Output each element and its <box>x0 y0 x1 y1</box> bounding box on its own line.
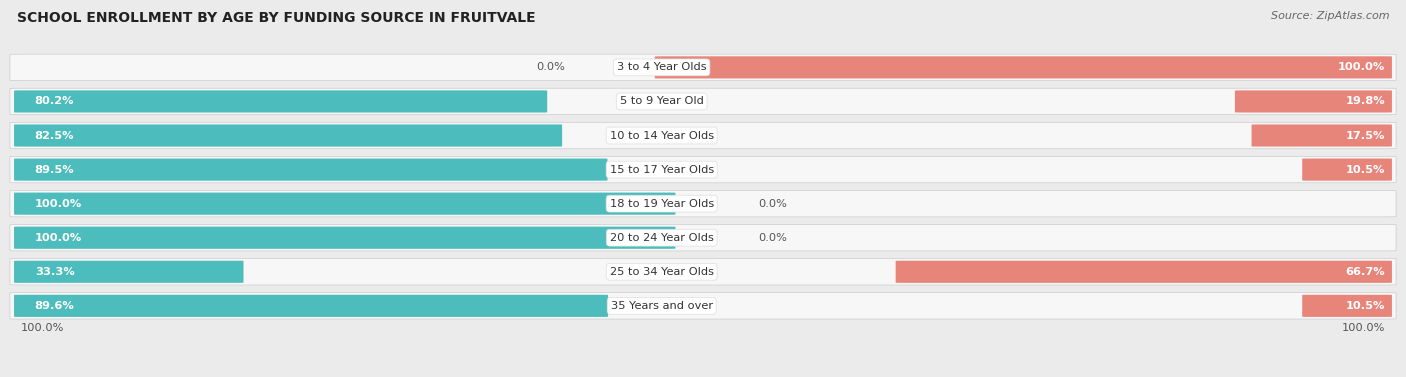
Text: 18 to 19 Year Olds: 18 to 19 Year Olds <box>610 199 714 208</box>
FancyBboxPatch shape <box>14 261 243 283</box>
FancyBboxPatch shape <box>14 158 607 181</box>
Text: 10.5%: 10.5% <box>1346 165 1385 175</box>
Text: 0.0%: 0.0% <box>758 233 787 243</box>
FancyBboxPatch shape <box>14 90 547 112</box>
FancyBboxPatch shape <box>10 293 1396 319</box>
Text: Source: ZipAtlas.com: Source: ZipAtlas.com <box>1271 11 1389 21</box>
Text: 89.5%: 89.5% <box>35 165 75 175</box>
Text: 20 to 24 Year Olds: 20 to 24 Year Olds <box>610 233 714 243</box>
FancyBboxPatch shape <box>896 261 1392 283</box>
Text: 15 to 17 Year Olds: 15 to 17 Year Olds <box>610 165 714 175</box>
Text: 80.2%: 80.2% <box>35 97 75 106</box>
FancyBboxPatch shape <box>10 190 1396 217</box>
FancyBboxPatch shape <box>1302 295 1392 317</box>
Text: 0.0%: 0.0% <box>758 199 787 208</box>
Text: 10.5%: 10.5% <box>1346 301 1385 311</box>
Text: 5 to 9 Year Old: 5 to 9 Year Old <box>620 97 703 106</box>
Text: 35 Years and over: 35 Years and over <box>610 301 713 311</box>
FancyBboxPatch shape <box>10 259 1396 285</box>
FancyBboxPatch shape <box>10 122 1396 149</box>
FancyBboxPatch shape <box>10 88 1396 115</box>
Text: 100.0%: 100.0% <box>21 323 65 333</box>
FancyBboxPatch shape <box>14 295 607 317</box>
Text: 0.0%: 0.0% <box>536 62 565 72</box>
FancyBboxPatch shape <box>10 54 1396 81</box>
FancyBboxPatch shape <box>10 156 1396 183</box>
Text: 89.6%: 89.6% <box>35 301 75 311</box>
FancyBboxPatch shape <box>10 224 1396 251</box>
Text: 100.0%: 100.0% <box>1337 62 1385 72</box>
Text: 33.3%: 33.3% <box>35 267 75 277</box>
Text: 100.0%: 100.0% <box>1341 323 1385 333</box>
Text: 19.8%: 19.8% <box>1346 97 1385 106</box>
FancyBboxPatch shape <box>14 227 675 249</box>
Text: 17.5%: 17.5% <box>1346 130 1385 141</box>
FancyBboxPatch shape <box>14 124 562 147</box>
FancyBboxPatch shape <box>1234 90 1392 112</box>
Text: 3 to 4 Year Olds: 3 to 4 Year Olds <box>617 62 706 72</box>
Text: 100.0%: 100.0% <box>35 199 82 208</box>
Text: 25 to 34 Year Olds: 25 to 34 Year Olds <box>610 267 714 277</box>
Text: SCHOOL ENROLLMENT BY AGE BY FUNDING SOURCE IN FRUITVALE: SCHOOL ENROLLMENT BY AGE BY FUNDING SOUR… <box>17 11 536 25</box>
FancyBboxPatch shape <box>1302 158 1392 181</box>
Text: 10 to 14 Year Olds: 10 to 14 Year Olds <box>610 130 714 141</box>
Text: 100.0%: 100.0% <box>35 233 82 243</box>
Text: 82.5%: 82.5% <box>35 130 75 141</box>
FancyBboxPatch shape <box>14 193 675 215</box>
FancyBboxPatch shape <box>655 56 1392 78</box>
Text: 66.7%: 66.7% <box>1346 267 1385 277</box>
FancyBboxPatch shape <box>1251 124 1392 147</box>
